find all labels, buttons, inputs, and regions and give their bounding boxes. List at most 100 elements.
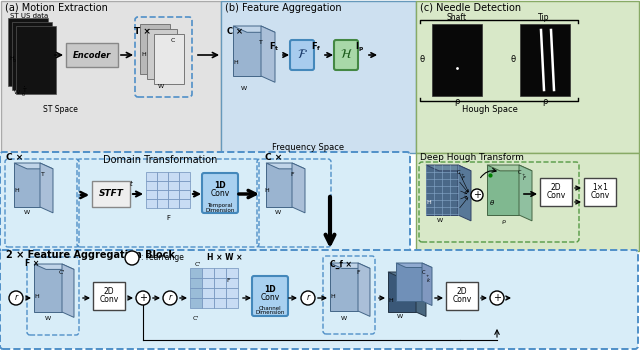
- Text: ρ: ρ: [501, 220, 505, 225]
- Bar: [146, 190, 157, 199]
- Text: r: r: [307, 294, 310, 302]
- Text: F: F: [290, 171, 294, 176]
- Polygon shape: [292, 163, 305, 213]
- Circle shape: [9, 291, 23, 305]
- Text: STFT: STFT: [99, 189, 124, 199]
- Circle shape: [125, 251, 139, 265]
- Text: +: +: [473, 190, 481, 200]
- Text: θ: θ: [490, 200, 494, 206]
- Bar: [140, 24, 170, 74]
- Bar: [432, 24, 482, 96]
- Bar: [1, 1, 221, 153]
- Bar: [520, 24, 570, 96]
- Text: +: +: [425, 274, 429, 278]
- Text: Temporal: Temporal: [207, 202, 233, 207]
- Text: Conv: Conv: [260, 293, 280, 302]
- Text: +: +: [521, 173, 525, 177]
- Bar: [168, 181, 179, 190]
- Bar: [190, 288, 202, 298]
- Text: (c) Needle Detection: (c) Needle Detection: [420, 3, 521, 13]
- Text: H × W ×: H × W ×: [207, 253, 243, 263]
- Text: +: +: [460, 173, 464, 177]
- Text: H: H: [9, 56, 13, 61]
- Polygon shape: [487, 165, 532, 171]
- Polygon shape: [422, 263, 432, 306]
- Polygon shape: [487, 165, 519, 215]
- Bar: [8, 18, 48, 86]
- Bar: [214, 288, 226, 298]
- Text: $\mathbf{I_p}$: $\mathbf{I_p}$: [355, 40, 365, 54]
- Bar: [190, 268, 202, 278]
- Text: H: H: [233, 61, 237, 65]
- Bar: [157, 181, 168, 190]
- Text: ρ: ρ: [542, 98, 548, 107]
- Bar: [66, 43, 118, 67]
- Text: Encoder: Encoder: [73, 50, 111, 59]
- Text: Frequency Space: Frequency Space: [272, 143, 344, 151]
- Text: W: W: [24, 209, 30, 214]
- Text: Domain Transformation: Domain Transformation: [103, 155, 217, 165]
- Text: W: W: [437, 218, 443, 222]
- Text: W: W: [341, 315, 347, 321]
- Polygon shape: [396, 263, 432, 268]
- Bar: [168, 199, 179, 208]
- Circle shape: [471, 189, 483, 201]
- Text: Conv: Conv: [590, 191, 610, 201]
- Polygon shape: [14, 163, 40, 207]
- Bar: [179, 199, 190, 208]
- Polygon shape: [330, 263, 358, 311]
- Text: Shaft: Shaft: [447, 13, 467, 23]
- Text: ρ: ρ: [454, 98, 460, 107]
- Text: C ×: C ×: [265, 153, 282, 163]
- Polygon shape: [416, 272, 426, 316]
- Bar: [214, 298, 226, 308]
- Text: Conv: Conv: [211, 189, 230, 197]
- Polygon shape: [396, 263, 422, 301]
- Text: C ×: C ×: [227, 27, 243, 37]
- Bar: [147, 29, 177, 79]
- Polygon shape: [519, 165, 532, 221]
- Bar: [154, 34, 184, 84]
- Text: $\mathcal{H}$: $\mathcal{H}$: [340, 49, 352, 62]
- Bar: [179, 190, 190, 199]
- FancyBboxPatch shape: [252, 276, 288, 316]
- Polygon shape: [426, 165, 471, 171]
- Text: W: W: [275, 209, 281, 214]
- Text: C': C': [59, 270, 65, 276]
- Polygon shape: [40, 163, 53, 213]
- Bar: [202, 298, 214, 308]
- Bar: [416, 153, 639, 251]
- Polygon shape: [233, 26, 275, 32]
- Text: H: H: [388, 297, 393, 302]
- Text: Deep Hough Transform: Deep Hough Transform: [420, 153, 524, 163]
- Bar: [168, 190, 179, 199]
- Text: (a) Motion Extraction: (a) Motion Extraction: [5, 3, 108, 13]
- FancyBboxPatch shape: [0, 250, 638, 349]
- Text: 2D: 2D: [550, 183, 561, 193]
- Text: Dimension: Dimension: [205, 207, 235, 213]
- Text: W: W: [14, 90, 20, 95]
- Bar: [226, 288, 238, 298]
- Text: o: o: [22, 93, 25, 98]
- Text: C: C: [518, 170, 522, 175]
- Text: C ×: C ×: [6, 153, 23, 163]
- Polygon shape: [458, 165, 471, 221]
- Bar: [540, 178, 572, 206]
- Text: T ×: T ×: [134, 27, 151, 37]
- Text: W: W: [45, 315, 51, 321]
- Text: F: F: [461, 176, 465, 182]
- Text: $\mathbf{F_f}$: $\mathbf{F_f}$: [311, 41, 321, 53]
- Text: W: W: [158, 83, 164, 88]
- Text: t: t: [130, 181, 132, 187]
- Bar: [190, 298, 202, 308]
- Bar: [179, 172, 190, 181]
- Text: 1×1: 1×1: [592, 183, 608, 193]
- Bar: [416, 1, 639, 153]
- Text: C: C: [171, 38, 175, 43]
- Text: T: T: [259, 40, 263, 45]
- Text: θ: θ: [419, 56, 424, 64]
- Polygon shape: [388, 272, 426, 277]
- Text: Conv: Conv: [452, 295, 472, 303]
- Bar: [214, 278, 226, 288]
- Bar: [202, 268, 214, 278]
